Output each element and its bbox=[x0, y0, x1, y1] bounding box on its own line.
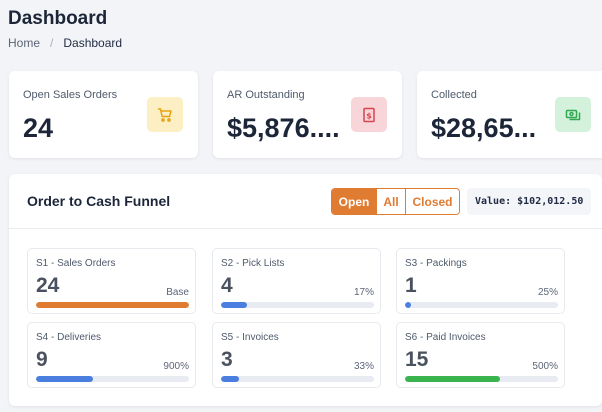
stage-value: 4 bbox=[221, 274, 233, 297]
filter-all-button[interactable]: All bbox=[376, 189, 405, 214]
filter-closed-button[interactable]: Closed bbox=[405, 189, 459, 214]
stage-progress-track bbox=[221, 302, 374, 308]
filter-open-button[interactable]: Open bbox=[332, 189, 376, 214]
stage-progress-track bbox=[405, 376, 558, 382]
order-to-cash-funnel-panel: Order to Cash Funnel Open All Closed Val… bbox=[9, 174, 602, 406]
stage-value: 3 bbox=[221, 348, 233, 371]
stage-percent: 500% bbox=[532, 361, 558, 372]
stage-progress-fill bbox=[405, 302, 412, 308]
kpi-card-ar-outstanding: AR Outstanding $5,876.... $ bbox=[213, 71, 402, 158]
kpi-card-collected: Collected $28,65... bbox=[417, 71, 602, 158]
stage-progress-track bbox=[405, 302, 558, 308]
stage-value: 9 bbox=[36, 348, 48, 371]
stage-card-deliveries[interactable]: S4 - Deliveries 9 900% bbox=[27, 322, 196, 388]
stage-progress-fill bbox=[221, 302, 247, 308]
stage-label: S4 - Deliveries bbox=[36, 332, 102, 343]
funnel-title: Order to Cash Funnel bbox=[27, 193, 171, 209]
stage-card-packings[interactable]: S3 - Packings 1 25% bbox=[396, 248, 565, 314]
stage-progress-fill bbox=[221, 376, 240, 382]
cash-icon bbox=[555, 97, 591, 132]
breadcrumb: Home / Dashboard bbox=[8, 36, 122, 50]
stage-label: S6 - Paid Invoices bbox=[405, 332, 486, 343]
kpi-label: Open Sales Orders bbox=[23, 89, 118, 101]
stage-value: 1 bbox=[405, 274, 417, 297]
receipt-dollar-icon: $ bbox=[351, 97, 387, 132]
stage-progress-fill bbox=[36, 376, 93, 382]
stage-value: 24 bbox=[36, 274, 60, 297]
cart-icon bbox=[147, 97, 183, 132]
panel-divider bbox=[9, 228, 602, 229]
page-title: Dashboard bbox=[8, 8, 108, 29]
breadcrumb-current: Dashboard bbox=[63, 36, 123, 50]
funnel-total-value: Value: $102,012.50 bbox=[467, 188, 592, 215]
stage-card-invoices[interactable]: S5 - Invoices 3 33% bbox=[212, 322, 381, 388]
stage-card-sales-orders[interactable]: S1 - Sales Orders 24 Base bbox=[27, 248, 196, 314]
stage-percent: 33% bbox=[353, 361, 374, 372]
stage-progress-fill bbox=[405, 376, 500, 382]
kpi-label: AR Outstanding bbox=[227, 89, 305, 101]
stage-progress-track bbox=[221, 376, 374, 382]
stage-card-pick-lists[interactable]: S2 - Pick Lists 4 17% bbox=[212, 248, 381, 314]
kpi-value: 24 bbox=[23, 113, 54, 143]
stage-value: 15 bbox=[405, 348, 429, 371]
stage-percent: 25% bbox=[537, 287, 558, 298]
stage-percent: 900% bbox=[163, 361, 189, 372]
breadcrumb-home[interactable]: Home bbox=[8, 36, 41, 50]
kpi-label: Collected bbox=[431, 89, 477, 101]
kpi-value: $28,65... bbox=[431, 113, 537, 143]
kpi-value: $5,876.... bbox=[227, 113, 340, 143]
stage-percent: Base bbox=[166, 287, 189, 298]
stage-progress-track bbox=[36, 376, 189, 382]
stage-label: S2 - Pick Lists bbox=[221, 258, 285, 269]
stage-label: S1 - Sales Orders bbox=[36, 258, 116, 269]
status-filter-group: Open All Closed bbox=[331, 188, 460, 215]
kpi-card-open-sales-orders: Open Sales Orders 24 bbox=[9, 71, 198, 158]
stage-percent: 17% bbox=[353, 287, 374, 298]
stage-progress-track bbox=[36, 302, 189, 308]
stage-label: S5 - Invoices bbox=[221, 332, 279, 343]
stage-progress-fill bbox=[36, 302, 189, 308]
stage-card-paid-invoices[interactable]: S6 - Paid Invoices 15 500% bbox=[396, 322, 565, 388]
svg-text:$: $ bbox=[366, 111, 372, 120]
stage-label: S3 - Packings bbox=[405, 258, 467, 269]
breadcrumb-separator: / bbox=[50, 36, 54, 50]
